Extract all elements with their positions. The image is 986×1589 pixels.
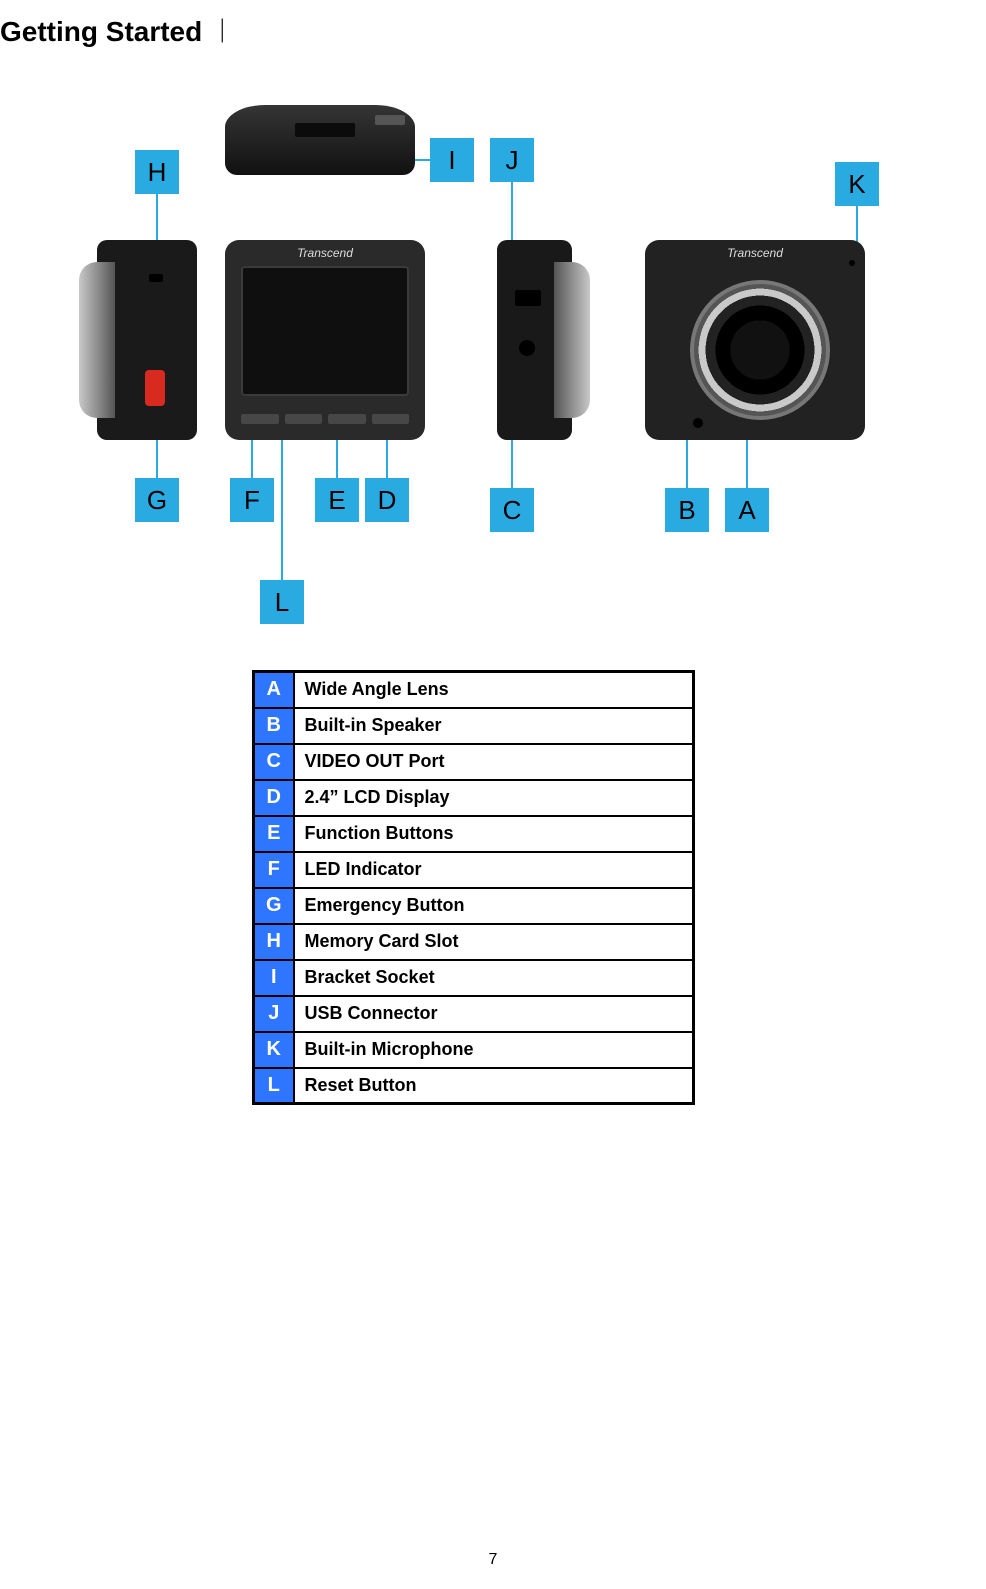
callout-f: F bbox=[230, 478, 274, 522]
callout-b: B bbox=[665, 488, 709, 532]
product-top-view bbox=[225, 105, 415, 175]
callout-label: F bbox=[244, 485, 260, 516]
lens-barrel-icon bbox=[79, 262, 115, 418]
page-title-row: Getting Started ︱ bbox=[0, 10, 236, 50]
callout-label: D bbox=[378, 485, 397, 516]
callout-label: I bbox=[448, 145, 455, 176]
legend-row: D 2.4” LCD Display bbox=[254, 780, 694, 816]
video-out-port-icon bbox=[519, 340, 535, 356]
legend-row: E Function Buttons bbox=[254, 816, 694, 852]
usb-port-icon bbox=[515, 290, 541, 306]
legend-letter: E bbox=[254, 816, 294, 852]
callout-label: K bbox=[848, 169, 865, 200]
wide-angle-lens-icon bbox=[690, 280, 830, 420]
title-separator: ︱ bbox=[208, 10, 236, 50]
callout-e: E bbox=[315, 478, 359, 522]
legend-letter: F bbox=[254, 852, 294, 888]
brand-text: Transcend bbox=[727, 246, 783, 260]
function-button-icon bbox=[241, 414, 279, 424]
legend-desc: LED Indicator bbox=[294, 852, 694, 888]
legend-letter: L bbox=[254, 1068, 294, 1104]
callout-label: G bbox=[147, 485, 167, 516]
product-side-right-view bbox=[497, 240, 572, 440]
callout-label: E bbox=[328, 485, 345, 516]
legend-row: L Reset Button bbox=[254, 1068, 694, 1104]
leader-line bbox=[281, 436, 283, 580]
legend-desc: Function Buttons bbox=[294, 816, 694, 852]
callout-label: L bbox=[275, 587, 289, 618]
page-title: Getting Started bbox=[0, 16, 202, 48]
legend-row: I Bracket Socket bbox=[254, 960, 694, 996]
function-button-icon bbox=[328, 414, 366, 424]
legend-row: A Wide Angle Lens bbox=[254, 672, 694, 708]
legend-row: J USB Connector bbox=[254, 996, 694, 1032]
brand-text: Transcend bbox=[297, 246, 353, 260]
legend-row: G Emergency Button bbox=[254, 888, 694, 924]
callout-a: A bbox=[725, 488, 769, 532]
function-buttons-row bbox=[241, 410, 409, 430]
legend-row: H Memory Card Slot bbox=[254, 924, 694, 960]
product-side-left-view bbox=[97, 240, 197, 440]
product-diagram: Transcend Transcend H I J K G F E D C B … bbox=[0, 90, 986, 650]
callout-label: H bbox=[148, 157, 167, 188]
callout-i: I bbox=[430, 138, 474, 182]
legend-desc: USB Connector bbox=[294, 996, 694, 1032]
legend-letter: C bbox=[254, 744, 294, 780]
legend-letter: H bbox=[254, 924, 294, 960]
legend-desc: VIDEO OUT Port bbox=[294, 744, 694, 780]
callout-g: G bbox=[135, 478, 179, 522]
legend-letter: K bbox=[254, 1032, 294, 1068]
legend-letter: A bbox=[254, 672, 294, 708]
bracket-socket-icon bbox=[295, 123, 355, 137]
legend-row: F LED Indicator bbox=[254, 852, 694, 888]
legend-letter: J bbox=[254, 996, 294, 1032]
legend-desc: 2.4” LCD Display bbox=[294, 780, 694, 816]
microphone-icon bbox=[849, 260, 855, 266]
legend-row: C VIDEO OUT Port bbox=[254, 744, 694, 780]
legend-row: B Built-in Speaker bbox=[254, 708, 694, 744]
callout-d: D bbox=[365, 478, 409, 522]
speaker-icon bbox=[693, 418, 703, 428]
product-back-view: Transcend bbox=[225, 240, 425, 440]
callout-l: L bbox=[260, 580, 304, 624]
page-number: 7 bbox=[489, 1551, 498, 1569]
legend-table: A Wide Angle Lens B Built-in Speaker C V… bbox=[252, 670, 695, 1105]
legend-desc: Memory Card Slot bbox=[294, 924, 694, 960]
callout-j: J bbox=[490, 138, 534, 182]
callout-label: C bbox=[503, 495, 522, 526]
legend-desc: Emergency Button bbox=[294, 888, 694, 924]
legend-desc: Wide Angle Lens bbox=[294, 672, 694, 708]
legend-desc: Built-in Microphone bbox=[294, 1032, 694, 1068]
callout-c: C bbox=[490, 488, 534, 532]
product-front-view: Transcend bbox=[645, 240, 865, 440]
legend-letter: G bbox=[254, 888, 294, 924]
legend-desc: Reset Button bbox=[294, 1068, 694, 1104]
callout-label: J bbox=[506, 145, 519, 176]
memory-card-slot-icon bbox=[149, 274, 163, 282]
legend-letter: I bbox=[254, 960, 294, 996]
legend-desc: Built-in Speaker bbox=[294, 708, 694, 744]
legend-desc: Bracket Socket bbox=[294, 960, 694, 996]
legend-letter: D bbox=[254, 780, 294, 816]
lcd-display-icon bbox=[241, 266, 409, 396]
legend-letter: B bbox=[254, 708, 294, 744]
lens-barrel-icon bbox=[554, 262, 590, 418]
callout-k: K bbox=[835, 162, 879, 206]
callout-label: B bbox=[678, 495, 695, 526]
callout-h: H bbox=[135, 150, 179, 194]
function-button-icon bbox=[372, 414, 410, 424]
legend-row: K Built-in Microphone bbox=[254, 1032, 694, 1068]
function-button-icon bbox=[285, 414, 323, 424]
callout-label: A bbox=[738, 495, 755, 526]
mount-slot-icon bbox=[375, 115, 405, 125]
emergency-button-icon bbox=[145, 370, 165, 406]
